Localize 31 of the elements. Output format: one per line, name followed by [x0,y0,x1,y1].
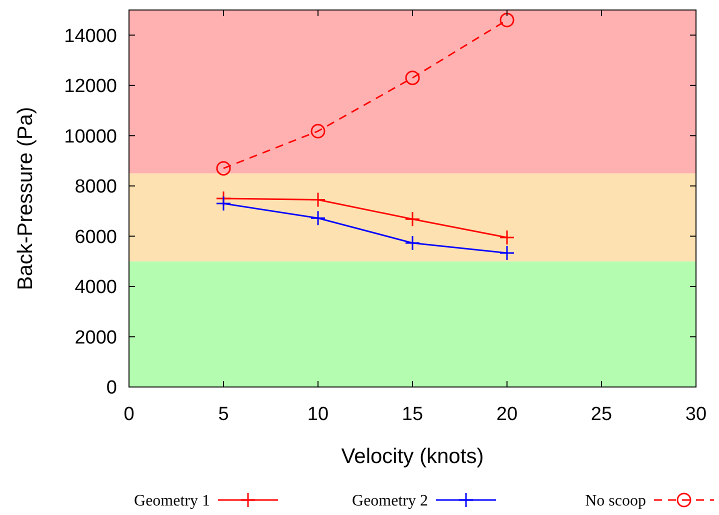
legend-label: Geometry 2 [352,492,428,510]
point [404,211,420,227]
point [216,196,232,212]
y-tick-label: 6000 [74,226,117,248]
point [310,124,326,138]
y-axis-title: Back-Pressure (Pa) [14,106,37,290]
point [310,210,326,226]
point [405,70,420,86]
y-tick-label: 8000 [74,176,117,198]
x-tick-label: 10 [307,404,329,425]
y-tick-label: 10000 [64,126,117,148]
point [499,245,515,261]
x-tick-label: 20 [496,404,518,425]
y-tick-label: 12000 [64,76,117,98]
y-tick-label: 0 [106,378,117,399]
x-tick-label: 5 [218,404,229,425]
x-axis-title: Velocity (knots) [341,445,484,468]
point [310,192,326,208]
y-tick-label: 14000 [64,26,117,47]
x-tick-label: 0 [124,404,134,425]
x-tick-label: 30 [685,404,707,425]
legend-label: No scoop [585,492,646,510]
legend-label: Geometry 1 [134,492,210,510]
x-tick-label: 25 [590,404,612,425]
point [216,161,231,176]
y-tick-label: 4000 [74,277,117,298]
y-tick-label: 2000 [74,327,117,348]
point [404,235,420,251]
x-tick-label: 15 [402,404,424,425]
point [499,230,515,246]
point [500,12,514,28]
